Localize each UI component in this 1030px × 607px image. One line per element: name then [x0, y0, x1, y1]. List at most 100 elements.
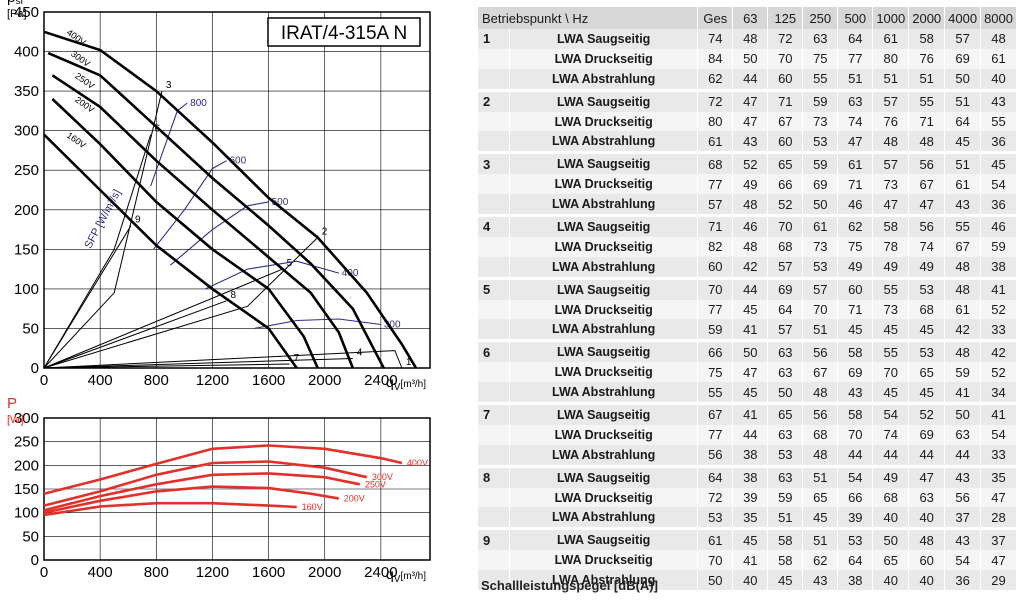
operating-point-number: 7 [478, 402, 510, 425]
sound-value: 43 [944, 527, 982, 551]
sound-value: 44 [944, 444, 982, 467]
sound-value: 82 [697, 236, 734, 257]
y-tick-label: 200 [14, 202, 39, 219]
sound-value: 73 [802, 236, 839, 257]
operating-point-number [478, 444, 510, 467]
table-row: LWA Abstrahlung 55 45 50 48 43 45 45 41 34 [478, 382, 1017, 404]
table-row: LWA Druckseitig 70 41 58 62 64 65 60 54 47 [478, 550, 1017, 571]
sound-value: 71 [837, 174, 874, 195]
sound-value: 36 [944, 570, 982, 591]
table-row: LWA Druckseitig 77 45 64 70 71 73 68 61 52 [478, 299, 1017, 320]
title-box [267, 17, 421, 47]
sound-value: 37 [944, 507, 982, 529]
row-label: LWA Druckseitig [509, 362, 699, 383]
sound-value: 58 [908, 29, 946, 49]
row-label: LWA Druckseitig [509, 111, 699, 132]
operating-point-number: 3 [478, 151, 510, 175]
sound-value: 48 [908, 131, 946, 153]
sound-value: 36 [980, 194, 1017, 216]
system-line-label: 9 [135, 215, 141, 226]
table-row: LWA Druckseitig 77 49 66 69 71 73 67 61 54 [478, 174, 1017, 195]
sound-value: 45 [802, 507, 839, 529]
sound-value: 46 [732, 213, 769, 237]
power-curve [43, 460, 368, 507]
system-line-label: 3 [166, 80, 172, 91]
x-tick-label: 400 [88, 372, 113, 389]
header-freq: 250 [802, 7, 839, 29]
sound-value: 44 [732, 276, 769, 300]
sound-value: 43 [802, 570, 839, 591]
system-line [43, 225, 132, 369]
sound-value: 54 [837, 464, 874, 488]
power-chart: 0 400 800 1200 1600 2000 2400 0 50 100 150 200 250 30… [7, 395, 431, 585]
sound-value: 61 [944, 174, 982, 195]
x-tick-label: 2000 [308, 564, 341, 581]
sound-value: 33 [980, 319, 1017, 341]
table-row: LWA Druckseitig 80 47 67 73 74 76 71 64 55 [478, 111, 1017, 132]
sound-value: 67 [944, 236, 982, 257]
sound-value: 40 [908, 570, 946, 591]
table-row: 5 LWA Saugseitig 70 44 69 57 60 55 53 48 41 [478, 276, 1017, 300]
sound-value: 78 [872, 236, 910, 257]
sound-value: 55 [802, 68, 839, 91]
operating-point-number [478, 362, 510, 383]
row-label: LWA Saugseitig [509, 464, 699, 488]
sound-value: 48 [802, 382, 839, 404]
sound-value: 65 [767, 151, 804, 175]
sfp-line [169, 201, 269, 266]
header-freq: 125 [767, 7, 804, 29]
row-label: LWA Druckseitig [509, 424, 699, 445]
sound-value: 41 [732, 550, 769, 571]
header-freq: 4000 [944, 7, 982, 29]
sound-value: 53 [802, 131, 839, 153]
sound-value: 48 [802, 444, 839, 467]
y-tick-label: 200 [14, 457, 39, 474]
row-label: LWA Druckseitig [509, 299, 699, 320]
table-row: LWA Druckseitig 82 48 68 73 75 78 74 67 59 [478, 236, 1017, 257]
sound-value: 40 [908, 507, 946, 529]
sound-value: 41 [980, 402, 1017, 425]
system-line [43, 237, 319, 369]
sound-value: 65 [767, 402, 804, 425]
sfp-line [153, 160, 227, 250]
operating-point-number [478, 174, 510, 195]
row-label: LWA Druckseitig [509, 174, 699, 195]
sound-value: 35 [732, 507, 769, 529]
sound-value: 71 [767, 88, 804, 112]
sound-value: 54 [980, 174, 1017, 195]
sound-value: 65 [872, 550, 910, 571]
sound-value: 45 [837, 319, 874, 341]
sound-value: 35 [980, 464, 1017, 488]
sound-value: 65 [908, 362, 946, 383]
sound-value: 65 [802, 487, 839, 508]
sound-value: 59 [980, 236, 1017, 257]
sound-value: 51 [872, 68, 910, 91]
sound-value: 72 [767, 29, 804, 49]
header-freq: 2000 [908, 7, 946, 29]
sound-value: 51 [837, 68, 874, 91]
x-tick-label: 400 [88, 564, 113, 581]
sound-value: 60 [767, 131, 804, 153]
sound-value: 45 [872, 382, 910, 404]
sound-value: 44 [872, 444, 910, 467]
sound-value: 52 [908, 402, 946, 425]
sound-value: 74 [697, 29, 734, 49]
sound-value: 67 [908, 174, 946, 195]
sfp-line [205, 260, 339, 290]
power-curve-label: 300V [372, 472, 393, 482]
sound-value: 68 [802, 424, 839, 445]
fan-curve [51, 98, 319, 369]
sound-value: 70 [767, 213, 804, 237]
y-axis-unit: [Pa] [7, 8, 27, 20]
system-line [43, 300, 227, 369]
header-freq: 8000 [980, 7, 1017, 29]
y-tick-label: 250 [14, 434, 39, 451]
plot-frame [43, 11, 431, 369]
sound-value: 61 [697, 527, 734, 551]
x-tick-label: 2400 [364, 564, 397, 581]
sound-value: 38 [837, 570, 874, 591]
sound-value: 51 [908, 68, 946, 91]
sound-value: 57 [944, 29, 982, 49]
sound-value: 69 [944, 48, 982, 69]
sound-value: 80 [872, 48, 910, 69]
